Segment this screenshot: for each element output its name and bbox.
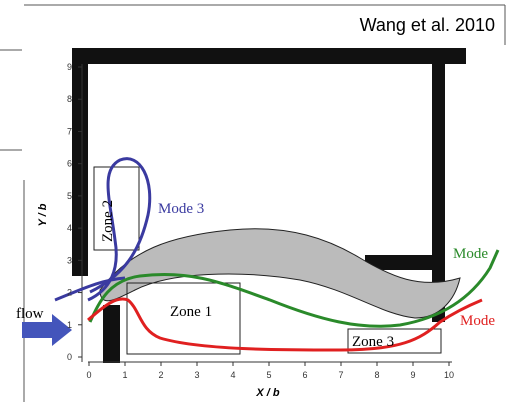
x-tick-label: 2 bbox=[158, 370, 163, 380]
y-tick-label: 7 bbox=[67, 126, 72, 136]
mode-3-label: Mode 3 bbox=[158, 201, 204, 217]
x-tick-label: 4 bbox=[230, 370, 235, 380]
figure: Wang et al. 2010 flow Mode 3 Zone 2 Zone… bbox=[0, 0, 508, 402]
bottom-block bbox=[103, 305, 120, 363]
x-tick-label: 1 bbox=[122, 370, 127, 380]
red-mode-label: Mode bbox=[460, 313, 495, 329]
left-wall bbox=[72, 48, 88, 276]
y-tick-label: 8 bbox=[67, 94, 72, 104]
x-tick-label: 9 bbox=[410, 370, 415, 380]
credit: Wang et al. 2010 bbox=[360, 15, 495, 35]
y-tick-label: 4 bbox=[67, 223, 72, 233]
green-mode-label: Mode bbox=[453, 246, 488, 262]
y-tick-label: 6 bbox=[67, 159, 72, 169]
y-tick-label: 0 bbox=[67, 352, 72, 362]
zone-2-label: Zone 2 bbox=[100, 200, 116, 242]
x-tick-label: 0 bbox=[86, 370, 91, 380]
x-tick-label: 8 bbox=[374, 370, 379, 380]
zone-3-label: Zone 3 bbox=[352, 334, 394, 350]
flow-label: flow bbox=[16, 306, 44, 322]
y-tick-label: 5 bbox=[67, 191, 72, 201]
x-tick-label: 10 bbox=[444, 370, 454, 380]
y-axis-label: Y / b bbox=[37, 203, 49, 226]
x-tick-label: 7 bbox=[338, 370, 343, 380]
zone-1-label: Zone 1 bbox=[170, 304, 212, 320]
top-wall bbox=[72, 48, 466, 64]
y-tick-label: 2 bbox=[67, 288, 72, 298]
x-tick-label: 5 bbox=[266, 370, 271, 380]
x-tick-label: 6 bbox=[302, 370, 307, 380]
x-axis-label: X / b bbox=[255, 387, 280, 399]
y-tick-label: 3 bbox=[67, 255, 72, 265]
y-tick-label: 9 bbox=[67, 62, 72, 72]
y-tick-label: 1 bbox=[67, 320, 72, 330]
x-tick-label: 3 bbox=[194, 370, 199, 380]
